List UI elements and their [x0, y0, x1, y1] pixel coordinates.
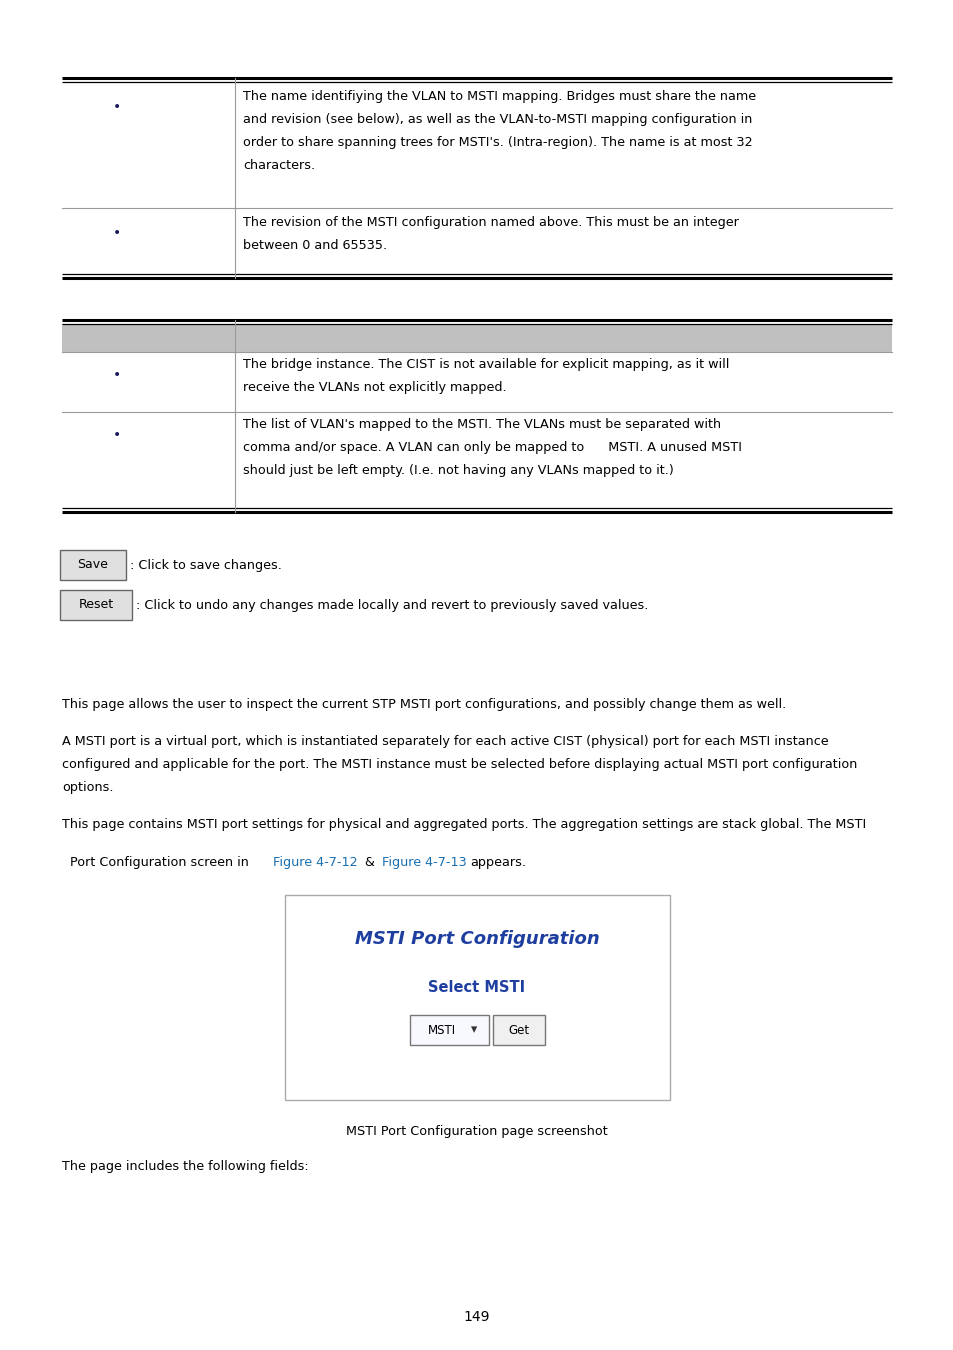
Text: MSTI: MSTI — [427, 1023, 456, 1037]
Text: The revision of the MSTI configuration named above. This must be an integer
betw: The revision of the MSTI configuration n… — [243, 216, 739, 252]
Text: appears.: appears. — [470, 856, 525, 869]
Text: : Click to undo any changes made locally and revert to previously saved values.: : Click to undo any changes made locally… — [136, 598, 648, 612]
Text: The bridge instance. The CIST is not available for explicit mapping, as it will
: The bridge instance. The CIST is not ava… — [243, 358, 729, 394]
Text: : Click to save changes.: : Click to save changes. — [130, 559, 281, 571]
FancyBboxPatch shape — [492, 1015, 544, 1045]
Text: Figure 4-7-13: Figure 4-7-13 — [381, 856, 466, 869]
Text: •: • — [112, 369, 121, 382]
Text: The list of VLAN's mapped to the MSTI. The VLANs must be separated with
comma an: The list of VLAN's mapped to the MSTI. T… — [243, 418, 741, 477]
Text: A MSTI port is a virtual port, which is instantiated separately for each active : A MSTI port is a virtual port, which is … — [62, 734, 857, 794]
FancyBboxPatch shape — [409, 1015, 488, 1045]
Text: Select MSTI: Select MSTI — [428, 980, 525, 995]
Text: ▾: ▾ — [471, 1023, 477, 1037]
FancyBboxPatch shape — [60, 590, 132, 620]
Text: This page allows the user to inspect the current STP MSTI port configurations, a: This page allows the user to inspect the… — [62, 698, 785, 711]
Text: Get: Get — [507, 1023, 529, 1037]
Text: The name identifiying the VLAN to MSTI mapping. Bridges must share the name
and : The name identifiying the VLAN to MSTI m… — [243, 90, 756, 171]
Text: Save: Save — [77, 559, 109, 571]
Text: 149: 149 — [463, 1310, 490, 1324]
Text: •: • — [112, 225, 121, 240]
Text: MSTI Port Configuration: MSTI Port Configuration — [355, 930, 598, 948]
Text: Port Configuration screen in: Port Configuration screen in — [62, 856, 253, 869]
Text: MSTI Port Configuration page screenshot: MSTI Port Configuration page screenshot — [346, 1125, 607, 1138]
Bar — [62, 324, 891, 352]
Text: The page includes the following fields:: The page includes the following fields: — [62, 1160, 309, 1173]
Text: Reset: Reset — [78, 598, 113, 612]
Text: •: • — [112, 100, 121, 113]
Text: Figure 4-7-12: Figure 4-7-12 — [273, 856, 357, 869]
FancyBboxPatch shape — [60, 549, 126, 580]
Text: •: • — [112, 428, 121, 441]
Text: This page contains MSTI port settings for physical and aggregated ports. The agg: This page contains MSTI port settings fo… — [62, 818, 865, 832]
Text: &: & — [361, 856, 378, 869]
Bar — [284, 895, 669, 1100]
